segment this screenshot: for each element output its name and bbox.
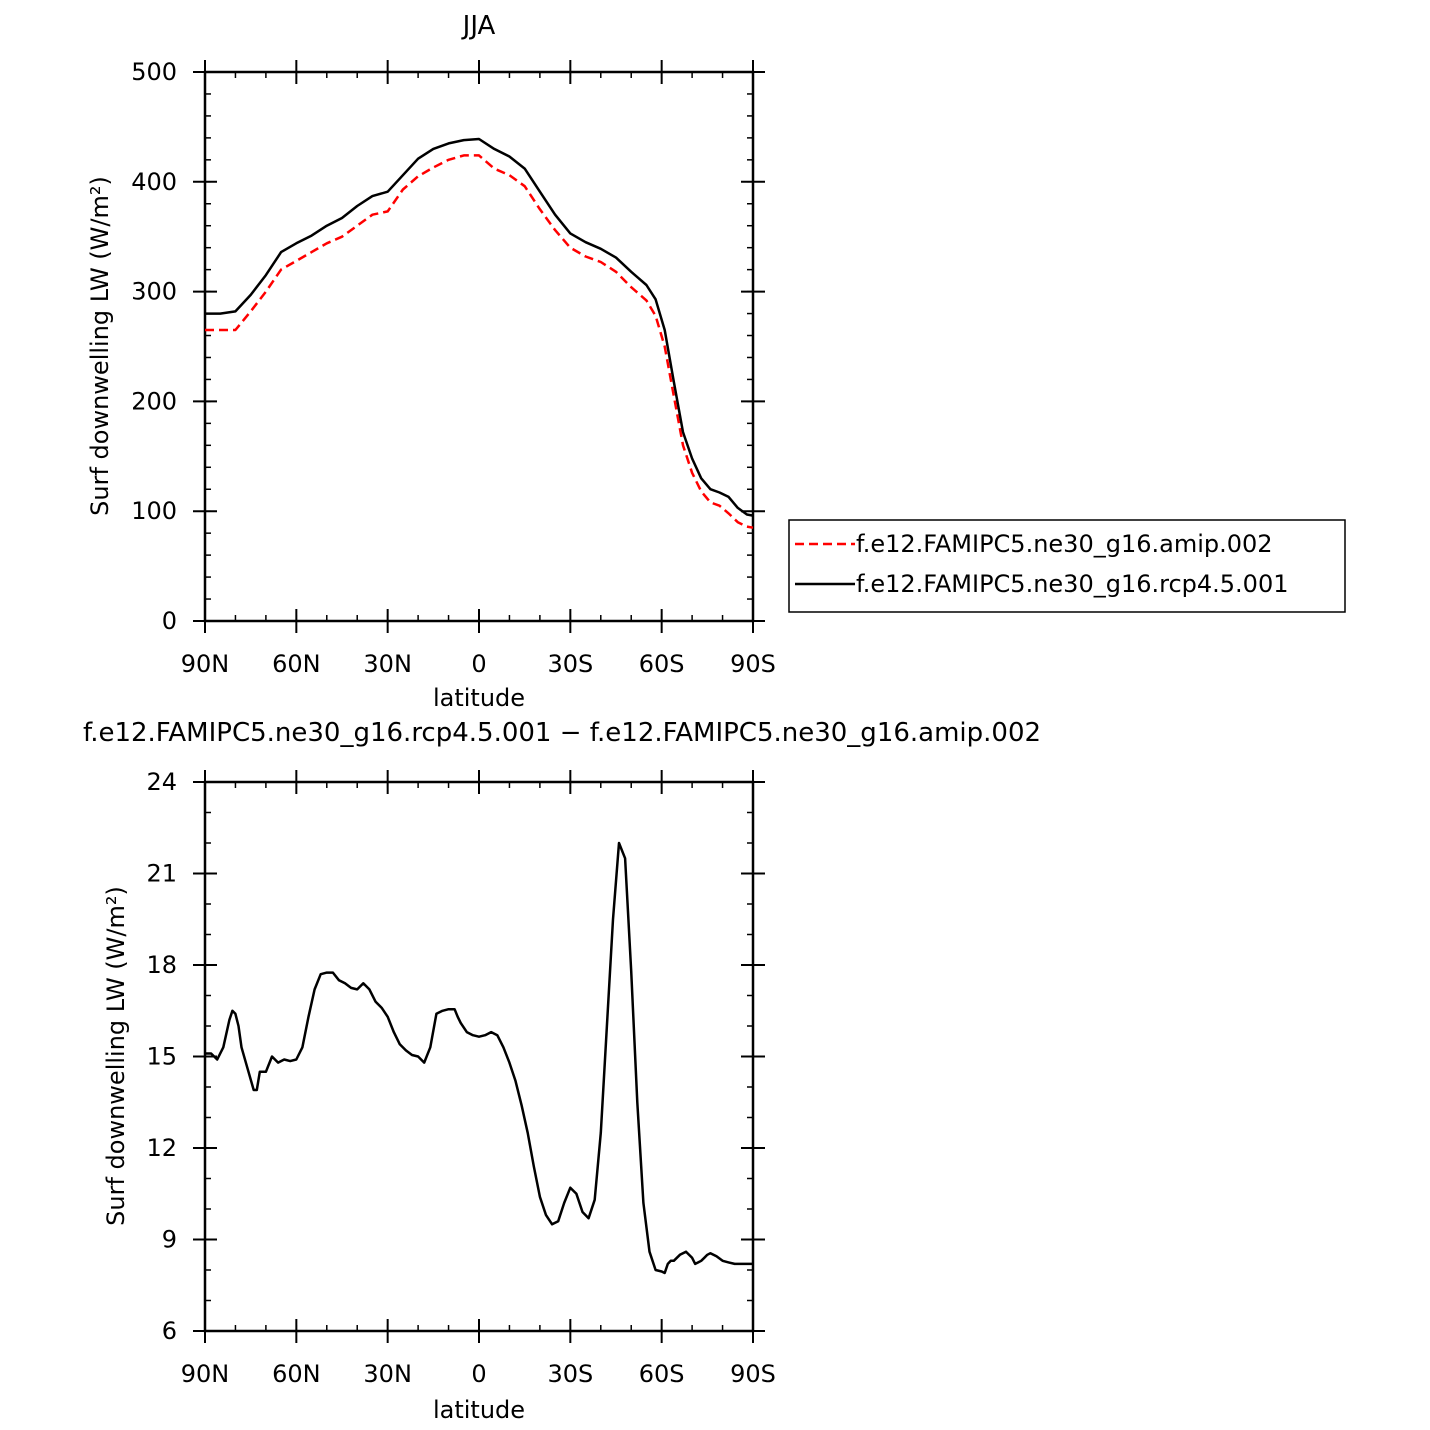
x-tick-label: 0: [471, 650, 486, 678]
y-axis-label: Surf downwelling LW (W/m²): [102, 886, 130, 1226]
y-tick-label: 300: [131, 278, 177, 306]
x-tick-label: 30S: [547, 650, 593, 678]
y-axis-label: Surf downwelling LW (W/m²): [86, 176, 114, 516]
legend-label: f.e12.FAMIPC5.ne30_g16.amip.002: [856, 530, 1273, 558]
y-tick-label: 12: [146, 1134, 177, 1162]
y-tick-label: 100: [131, 497, 177, 525]
chart-panel-2: f.e12.FAMIPC5.ne30_g16.rcp4.5.001 − f.e1…: [83, 718, 1041, 1424]
x-tick-label: 90N: [181, 1360, 230, 1388]
y-tick-label: 18: [146, 951, 177, 979]
legend-label: f.e12.FAMIPC5.ne30_g16.rcp4.5.001: [856, 570, 1289, 598]
x-tick-label: 90S: [730, 650, 776, 678]
y-tick-label: 24: [146, 768, 177, 796]
y-tick-label: 500: [131, 58, 177, 86]
x-tick-label: 90S: [730, 1360, 776, 1388]
legend-box: [788, 519, 1346, 613]
x-tick-label: 30N: [363, 650, 412, 678]
chart-title: f.e12.FAMIPC5.ne30_g16.rcp4.5.001 − f.e1…: [83, 718, 1041, 748]
chart-panel-1: JJA 90N 60N 30N 0 30S 60S 90S 0 100 200 300 400 500 la…: [86, 11, 1346, 712]
x-axis-label: latitude: [433, 684, 525, 712]
y-tick-label: 400: [131, 168, 177, 196]
x-tick-label: 90N: [181, 650, 230, 678]
x-axis-label: latitude: [433, 1396, 525, 1424]
y-tick-label: 6: [162, 1317, 177, 1345]
x-tick-label: 60S: [639, 1360, 685, 1388]
chart-title: JJA: [461, 11, 496, 41]
series-line-1: [205, 841, 753, 1275]
y-tick-label: 200: [131, 387, 177, 415]
x-tick-label: 30S: [547, 1360, 593, 1388]
x-tick-label: 60S: [639, 650, 685, 678]
x-tick-label: 60N: [272, 650, 321, 678]
y-tick-label: 9: [162, 1226, 177, 1254]
y-tick-label: 15: [146, 1043, 177, 1071]
series-line-1: [205, 154, 754, 529]
x-tick-label: 30N: [363, 1360, 412, 1388]
series-line-2: [205, 137, 754, 517]
legend: f.e12.FAMIPC5.ne30_g16.amip.002 f.e12.FAM…: [788, 519, 1346, 613]
plot-frame: [203, 780, 755, 1333]
x-tick-label: 60N: [272, 1360, 321, 1388]
x-tick-label: 0: [471, 1360, 486, 1388]
y-tick-label: 21: [146, 860, 177, 888]
y-tick-label: 0: [162, 607, 177, 635]
